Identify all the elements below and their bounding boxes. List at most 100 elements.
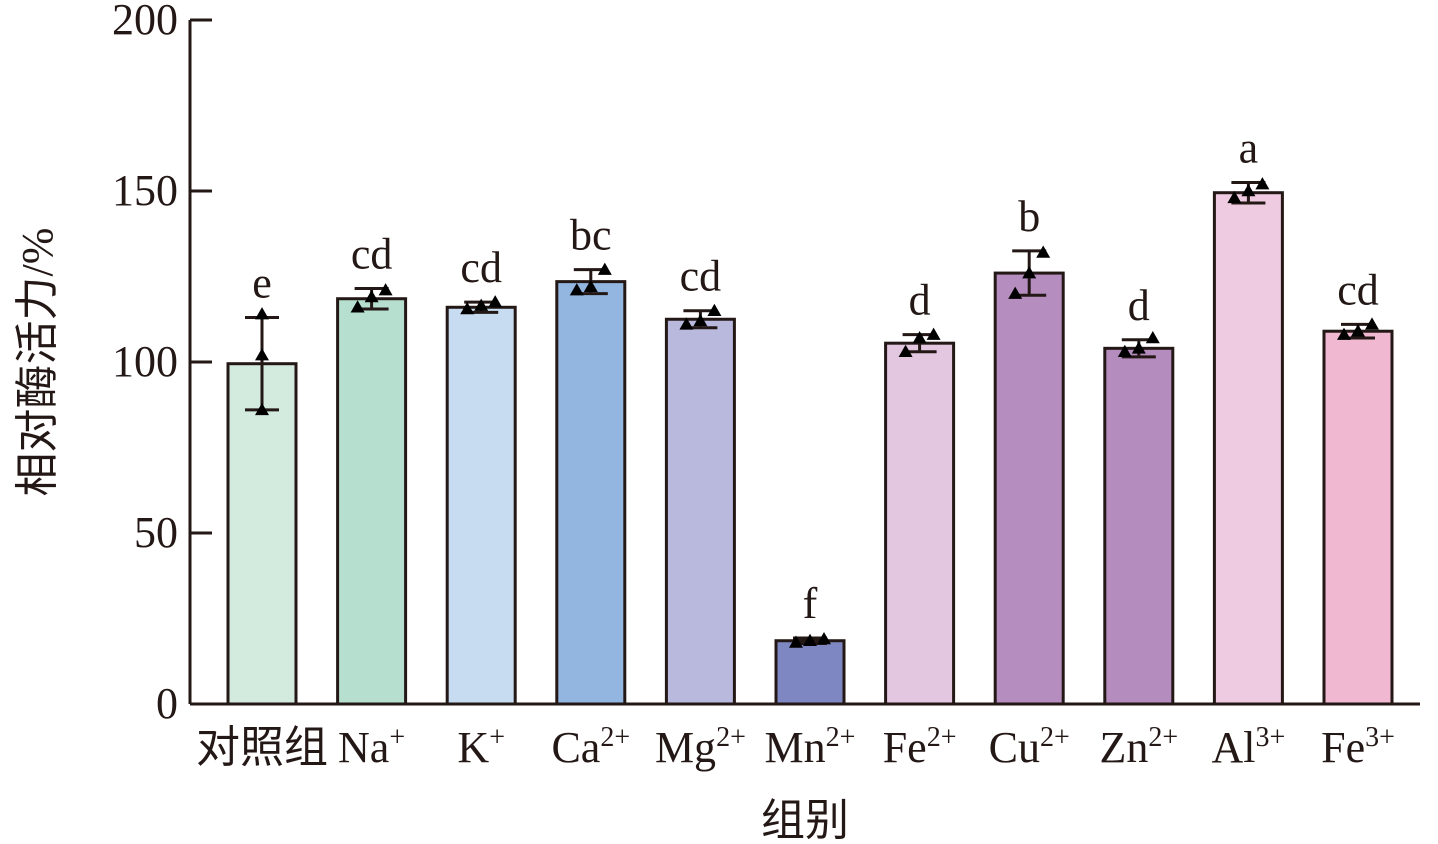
x-tick-label: 对照组: [196, 723, 328, 772]
x-tick-label-superscript: 2+: [1040, 722, 1070, 753]
x-tick-label-superscript: 3+: [1256, 722, 1286, 753]
data-point: [1036, 245, 1051, 258]
data-point: [255, 348, 269, 361]
data-point: [1008, 286, 1023, 299]
data-point: [597, 262, 612, 275]
x-tick-label: Mg2+: [655, 722, 746, 772]
data-point: [817, 632, 831, 645]
significance-label: cd: [680, 252, 722, 301]
y-ticks: 0 50 100 150 200: [112, 0, 212, 728]
data-point: [364, 290, 379, 303]
data-point: [460, 301, 475, 315]
x-tick-label: Ca2+: [551, 722, 630, 772]
bar: [336, 297, 408, 706]
y-tick-label: 0: [156, 679, 178, 728]
x-tick-label-superscript: 2+: [927, 722, 957, 753]
data-point: [693, 313, 708, 327]
data-point: [1117, 344, 1132, 357]
data-point: [255, 307, 269, 320]
data-point: [1255, 177, 1270, 190]
data-point: [378, 283, 393, 296]
y-tick-label: 100: [112, 337, 178, 386]
bar: [1322, 329, 1394, 706]
x-tick-label-base: Mn: [765, 723, 826, 772]
x-tick-label-base: Fe: [883, 723, 927, 772]
x-tick-label-superscript: +: [389, 722, 405, 753]
data-point: [1337, 327, 1351, 340]
x-tick-label-base: Mg: [655, 723, 716, 772]
x-tick-label: K+: [457, 722, 505, 772]
y-tick-label: 150: [112, 166, 178, 215]
x-tick-label-superscript: 2+: [716, 722, 746, 753]
significance-label: d: [1128, 281, 1150, 330]
x-tick-label-superscript: +: [489, 722, 505, 753]
data-point: [474, 298, 489, 311]
x-tick-label-base: Al: [1212, 723, 1256, 772]
x-axis-title: 组别: [761, 796, 849, 844]
significance-label: e: [252, 259, 272, 308]
significance-label: cd: [351, 229, 393, 278]
data-point: [926, 327, 941, 340]
bars: [226, 191, 1394, 706]
x-tick-label: Na+: [338, 722, 405, 772]
significance-label: f: [803, 579, 818, 628]
bar: [774, 639, 846, 706]
data-point: [583, 279, 598, 293]
data-point: [898, 344, 913, 357]
bar: [884, 341, 956, 706]
x-tick-label-base: Na: [338, 723, 389, 772]
x-tick-label: Fe2+: [883, 722, 957, 772]
y-axis: 0 50 100 150 200: [112, 0, 212, 728]
x-tick-label-base: Zn: [1099, 723, 1148, 772]
data-point: [1351, 324, 1365, 337]
x-tick-label: Fe3+: [1321, 722, 1395, 772]
x-tick-label-base: K: [457, 723, 489, 772]
significance-label: a: [1239, 123, 1259, 172]
data-point: [679, 317, 694, 330]
significance-labels: e cd cd bc cd f d b d a cd: [252, 123, 1379, 628]
bar: [1103, 346, 1175, 706]
y-tick-label: 200: [112, 0, 178, 44]
bar: [555, 280, 627, 706]
x-tick-label-base: Fe: [1321, 723, 1365, 772]
x-tick-label-superscript: 2+: [1148, 722, 1178, 753]
significance-label: cd: [1337, 265, 1379, 314]
bar: [1212, 191, 1284, 706]
data-point: [789, 635, 803, 648]
data-point: [1241, 184, 1256, 197]
x-tick-label: Al3+: [1212, 722, 1286, 772]
x-tick-label-superscript: 2+: [826, 722, 856, 753]
category-labels: 对照组 Na+ K+ Ca2+ Mg2+ Mn2+ Fe2+ Cu2+ Zn2+ Al3+ Fe3+: [196, 722, 1395, 772]
bar: [445, 305, 517, 706]
x-tick-label-base: Ca: [551, 723, 600, 772]
x-tick-label-superscript: 2+: [600, 722, 630, 753]
data-point: [1022, 266, 1037, 279]
x-tick-label-base: 对照组: [196, 723, 328, 772]
y-tick-label: 50: [134, 508, 178, 557]
x-tick-label-superscript: 3+: [1365, 722, 1395, 753]
data-point: [1365, 317, 1379, 330]
data-point: [707, 303, 722, 316]
data-point: [350, 300, 365, 313]
data-point: [1131, 341, 1146, 354]
data-point: [912, 331, 927, 344]
x-tick-label: Zn2+: [1099, 722, 1178, 772]
bar: [993, 271, 1065, 706]
x-tick-label-base: Cu: [989, 723, 1040, 772]
significance-label: cd: [460, 243, 502, 292]
bar: [226, 362, 298, 706]
data-point: [569, 283, 584, 296]
data-point: [803, 633, 817, 646]
x-tick-label: Cu2+: [989, 722, 1070, 772]
significance-label: bc: [570, 211, 612, 260]
data-points: [255, 177, 1379, 648]
significance-label: b: [1018, 192, 1040, 241]
data-point: [255, 402, 269, 416]
y-axis-title: 相对酶活力/%: [13, 228, 62, 497]
significance-label: d: [909, 276, 931, 325]
data-point: [1227, 190, 1242, 204]
data-point: [1145, 331, 1160, 344]
data-point: [488, 295, 503, 308]
error-bars: [245, 180, 1375, 645]
